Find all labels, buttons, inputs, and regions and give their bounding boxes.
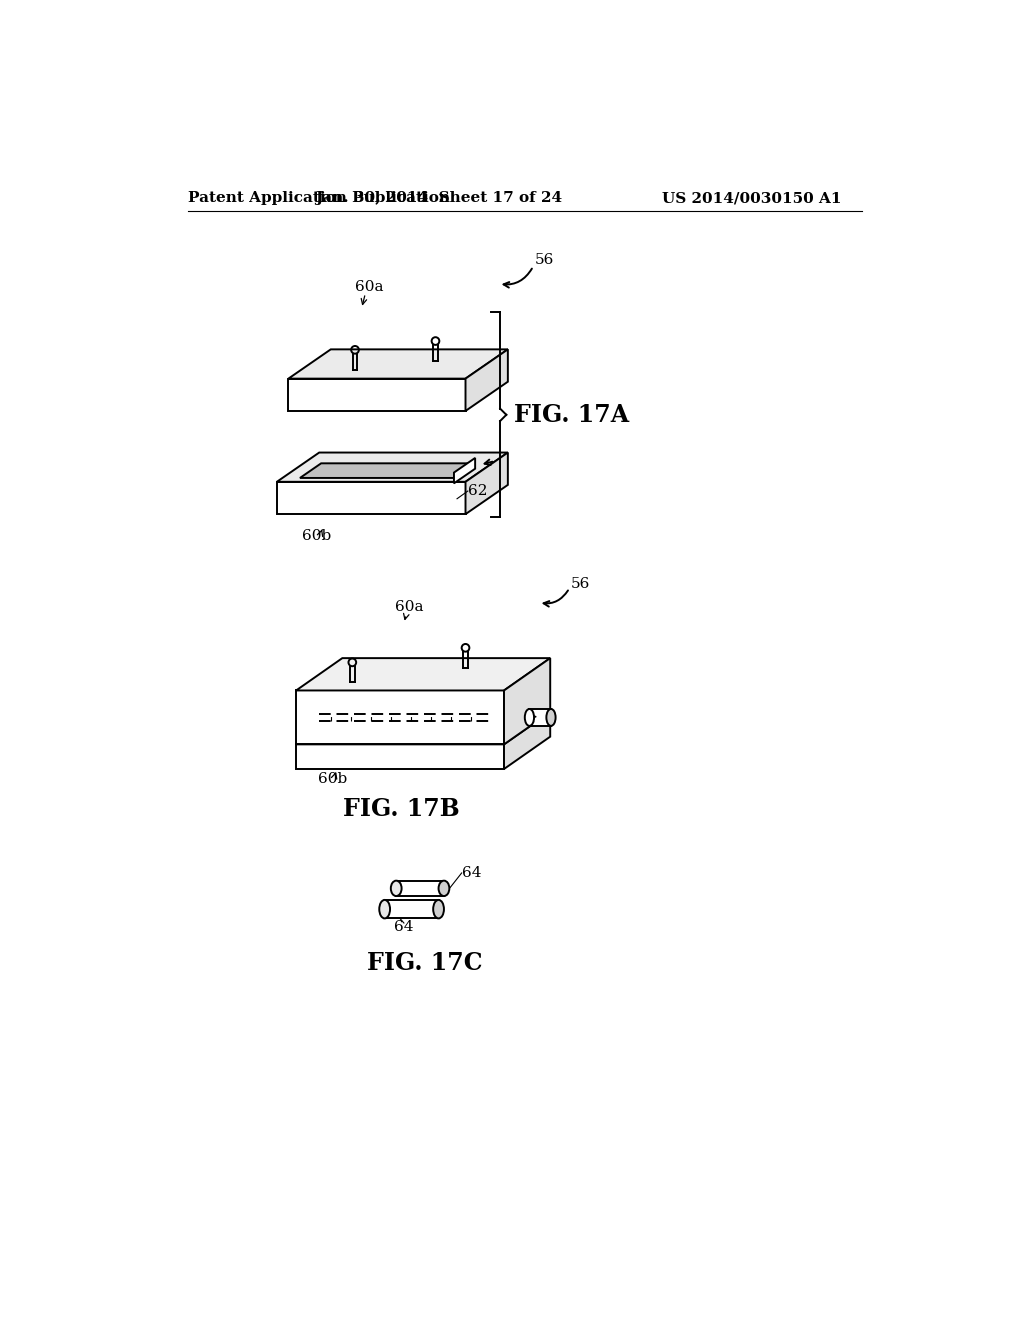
Polygon shape: [385, 900, 438, 919]
Polygon shape: [296, 711, 550, 744]
Text: 60a: 60a: [395, 601, 424, 614]
Polygon shape: [466, 350, 508, 411]
Polygon shape: [504, 711, 550, 770]
Text: Jan. 30, 2014  Sheet 17 of 24: Jan. 30, 2014 Sheet 17 of 24: [315, 191, 562, 206]
Text: FIG. 17A: FIG. 17A: [514, 403, 629, 426]
Polygon shape: [529, 709, 551, 726]
Text: 62: 62: [468, 484, 487, 498]
Polygon shape: [454, 458, 475, 483]
Text: 60b: 60b: [317, 772, 347, 785]
Polygon shape: [296, 744, 504, 770]
Ellipse shape: [525, 709, 535, 726]
Polygon shape: [289, 350, 508, 379]
Text: 64: 64: [394, 920, 414, 933]
Polygon shape: [296, 659, 550, 690]
Polygon shape: [300, 463, 475, 478]
Polygon shape: [289, 379, 466, 411]
Polygon shape: [296, 690, 504, 744]
Ellipse shape: [379, 900, 390, 919]
Ellipse shape: [433, 900, 444, 919]
Text: FIG. 17B: FIG. 17B: [343, 797, 460, 821]
Text: US 2014/0030150 A1: US 2014/0030150 A1: [662, 191, 842, 206]
Ellipse shape: [547, 709, 556, 726]
Polygon shape: [396, 880, 444, 896]
Text: 60b: 60b: [302, 529, 332, 543]
Text: 64: 64: [462, 866, 481, 880]
Ellipse shape: [391, 880, 401, 896]
Polygon shape: [276, 482, 466, 515]
Text: 60a: 60a: [355, 280, 384, 294]
Polygon shape: [276, 453, 508, 482]
Text: Patent Application Publication: Patent Application Publication: [188, 191, 451, 206]
Ellipse shape: [438, 880, 450, 896]
Text: FIG. 17C: FIG. 17C: [367, 950, 482, 975]
Polygon shape: [466, 453, 508, 515]
Text: 56: 56: [535, 253, 554, 267]
Text: 56: 56: [571, 577, 591, 591]
Polygon shape: [504, 659, 550, 744]
